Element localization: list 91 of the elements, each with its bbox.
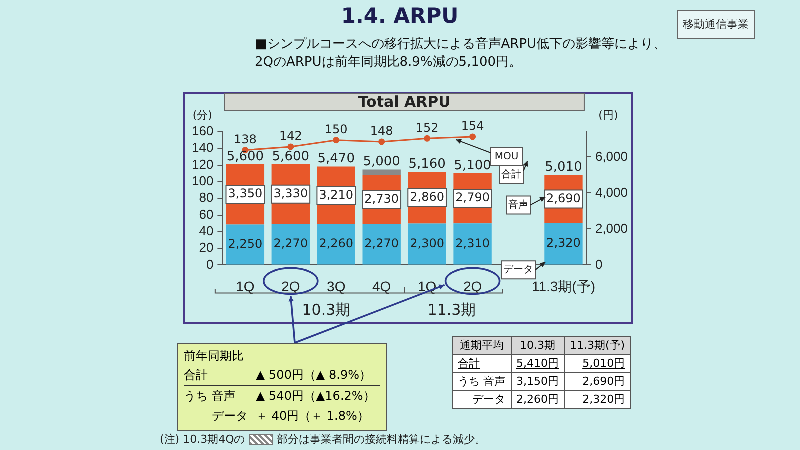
total-label: 5,000 bbox=[363, 154, 400, 170]
text: 10.3期 bbox=[302, 301, 351, 320]
series-label: データ bbox=[504, 264, 534, 276]
text: 合計 bbox=[452, 354, 511, 372]
bar bbox=[226, 224, 265, 265]
text: うち 音声 bbox=[184, 388, 237, 404]
data-label: 2,270 bbox=[364, 236, 400, 251]
x-tick-label: 4Q bbox=[372, 278, 392, 294]
total-label: 5,160 bbox=[408, 157, 446, 172]
text: データ bbox=[211, 408, 249, 424]
data-label: 2,270 bbox=[274, 236, 308, 251]
total-label: 5,600 bbox=[226, 149, 264, 164]
point bbox=[470, 134, 476, 140]
text: 11.3期 bbox=[428, 301, 476, 320]
text: 3,150円 bbox=[511, 372, 564, 390]
data-label: 138 bbox=[234, 132, 257, 146]
y-tick-label: 140 bbox=[192, 140, 214, 156]
bar bbox=[362, 224, 401, 265]
x-tick-label: 11.3期(予) bbox=[532, 278, 596, 294]
text: 合計 bbox=[184, 367, 209, 384]
text: 前年同期比 bbox=[184, 348, 245, 364]
text: 2,260円 bbox=[511, 390, 564, 408]
text: 移動通信事業 bbox=[677, 10, 755, 39]
data-label: 2,300 bbox=[410, 236, 444, 250]
y-tick-label: 160 bbox=[192, 124, 214, 139]
text: 2,320円 bbox=[564, 390, 631, 408]
text: うち 音声 bbox=[452, 372, 511, 390]
x-tick-label: 3Q bbox=[327, 278, 346, 294]
data-label: 148 bbox=[370, 124, 394, 138]
total-label: 5,470 bbox=[318, 152, 355, 167]
point bbox=[378, 138, 386, 146]
y2-tick-label: 0 bbox=[595, 256, 603, 272]
y-tick-label: 100 bbox=[192, 174, 214, 189]
data-label: 2,310 bbox=[456, 236, 490, 250]
text: 5,410円 bbox=[511, 354, 564, 372]
total-label: 5,600 bbox=[272, 149, 310, 164]
y-tick-label: 40 bbox=[199, 223, 214, 238]
y2-tick-label: 2,000 bbox=[595, 220, 628, 236]
bar bbox=[272, 224, 310, 265]
total-label: 5,100 bbox=[454, 158, 492, 174]
chart-subtitle: ■シンプルコースへの移行拡大による音声ARPU低下の影響等により、 2QのARPUは前年同期比8.9%減の5,100円。 bbox=[255, 36, 667, 72]
y2-tick-label: 6,000 bbox=[595, 148, 628, 164]
bar bbox=[544, 223, 583, 265]
x-tick-label: 2Q bbox=[463, 278, 482, 294]
text: MOU bbox=[494, 152, 519, 163]
bar bbox=[362, 170, 401, 176]
y-tick-label: 0 bbox=[206, 256, 214, 272]
data-label: 2,690 bbox=[546, 191, 581, 206]
data-label: 2,730 bbox=[364, 192, 400, 206]
data-label: 2,790 bbox=[456, 190, 490, 205]
point bbox=[333, 137, 340, 144]
data-label: 2,860 bbox=[410, 190, 444, 204]
text: 10.3期 bbox=[511, 336, 564, 354]
y-tick-label: 120 bbox=[192, 156, 214, 172]
text: 2,690円 bbox=[564, 372, 631, 390]
data-label: 2,250 bbox=[228, 236, 263, 251]
y-tick-label: 80 bbox=[199, 190, 214, 206]
x-tick-label: 1Q bbox=[236, 278, 255, 294]
y-tick-label: 60 bbox=[199, 206, 214, 222]
data-label: 3,210 bbox=[319, 188, 354, 202]
text: (注) 10.3期4Qの bbox=[160, 432, 246, 447]
data-label: 150 bbox=[324, 122, 348, 136]
y-tick-label: 20 bbox=[199, 240, 214, 256]
text: 通期平均 bbox=[452, 336, 511, 354]
text: 11.3期(予) bbox=[564, 336, 631, 354]
point bbox=[424, 135, 431, 142]
data-label: 3,330 bbox=[274, 186, 308, 200]
bar bbox=[408, 224, 446, 265]
data-label: 3,350 bbox=[228, 186, 263, 201]
y2-axis-title: (円) bbox=[598, 108, 618, 122]
text: データ bbox=[452, 390, 511, 408]
data-label: 2,260 bbox=[319, 236, 354, 251]
data-label: 142 bbox=[279, 129, 302, 144]
text: ▲ 500円（▲ 8.9%） bbox=[256, 367, 372, 384]
text: ▲ 540円（▲16.2%） bbox=[256, 388, 376, 404]
series-label: 音声 bbox=[508, 198, 529, 211]
annotation: 合計 bbox=[502, 168, 522, 181]
bar bbox=[454, 224, 492, 265]
text: 5,010円 bbox=[564, 354, 631, 372]
point bbox=[288, 144, 294, 150]
total-label: 5,010 bbox=[545, 160, 582, 175]
y2-tick-label: 4,000 bbox=[595, 184, 628, 200]
text: Total ARPU bbox=[358, 92, 451, 111]
data-label: 154 bbox=[461, 119, 484, 134]
text: ＋ 40円（＋ 1.8%） bbox=[256, 408, 370, 424]
bar bbox=[317, 224, 356, 265]
data-label: 152 bbox=[416, 120, 439, 135]
data-label: 2,320 bbox=[546, 236, 581, 250]
y-axis-title: (分) bbox=[192, 108, 212, 122]
chart-title: 1.4. ARPU bbox=[341, 4, 459, 28]
text: 部分は事業者間の接続料精算による減少。 bbox=[277, 432, 486, 447]
